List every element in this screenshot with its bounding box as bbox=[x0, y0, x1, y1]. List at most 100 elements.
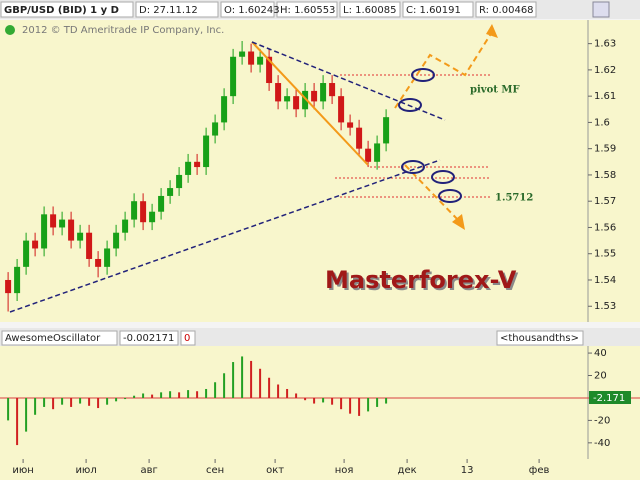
x-tick-label: сен bbox=[206, 465, 224, 476]
watermark-shadow: Masterforex-V bbox=[327, 268, 519, 296]
candle-body bbox=[104, 248, 111, 267]
candle-body bbox=[212, 122, 219, 136]
y-tick-label: -40 bbox=[594, 438, 610, 449]
header-box bbox=[276, 1, 338, 18]
marker-ellipse bbox=[401, 160, 425, 174]
y-tick-label: 1.58 bbox=[594, 170, 616, 181]
last-value-box bbox=[589, 391, 631, 404]
header-high: H: 1.60553 bbox=[280, 5, 335, 16]
y-tick-label: -20 bbox=[594, 415, 610, 426]
y-tick-label: 1.6 bbox=[594, 117, 610, 128]
candle-body bbox=[221, 96, 228, 123]
x-tick-label: фев bbox=[529, 465, 550, 476]
candle-body bbox=[140, 201, 147, 223]
header-box bbox=[119, 330, 179, 346]
candle-body bbox=[149, 211, 156, 223]
x-tick-label: дек bbox=[398, 465, 417, 476]
marker-ellipse bbox=[431, 170, 455, 184]
header-date: D: 27.11.12 bbox=[139, 5, 198, 16]
oscillator-name: AwesomeOscillator bbox=[5, 333, 101, 344]
y-tick-label: 1.59 bbox=[594, 144, 616, 155]
price-panel bbox=[0, 20, 640, 322]
trend-line bbox=[251, 41, 369, 166]
candle-body bbox=[77, 232, 84, 241]
header-range: R: 0.00468 bbox=[479, 5, 534, 16]
header-box bbox=[220, 1, 275, 18]
candle-body bbox=[131, 201, 138, 220]
x-axis-area bbox=[0, 459, 640, 480]
candle-body bbox=[59, 219, 66, 228]
candle-body bbox=[320, 83, 327, 102]
last-value-label: -2.171 bbox=[593, 393, 625, 404]
forecast-arrow bbox=[394, 31, 493, 109]
marker-ellipse bbox=[411, 68, 435, 82]
candle-body bbox=[329, 83, 336, 97]
candle-body bbox=[293, 96, 300, 110]
y-tick-label: 1.57 bbox=[594, 196, 616, 207]
oscillator-param: 0 bbox=[184, 333, 190, 344]
watermark: Masterforex-V bbox=[325, 266, 517, 294]
x-tick-label: июл bbox=[75, 465, 96, 476]
candle-body bbox=[365, 148, 372, 162]
candle-body bbox=[113, 232, 120, 249]
header-box bbox=[135, 1, 219, 18]
y-tick-label: 1.55 bbox=[594, 249, 616, 260]
symbol: GBP/USD (BID) 1 y D bbox=[4, 5, 119, 16]
candle-body bbox=[356, 127, 363, 149]
x-tick-label: ноя bbox=[335, 465, 354, 476]
candle-body bbox=[5, 279, 12, 294]
header-box bbox=[339, 1, 401, 18]
candle-body bbox=[383, 117, 390, 144]
y-tick-label: 1.62 bbox=[594, 65, 616, 76]
candle-body bbox=[374, 143, 381, 162]
x-tick-label: авг bbox=[140, 465, 157, 476]
candle-body bbox=[95, 258, 102, 267]
candle-body bbox=[41, 214, 48, 249]
marker-ellipse bbox=[438, 189, 462, 203]
header-box bbox=[180, 330, 196, 346]
trend-line bbox=[9, 159, 441, 313]
header-low: L: 1.60085 bbox=[343, 5, 396, 16]
header-box bbox=[475, 1, 537, 18]
trend-line bbox=[251, 41, 446, 121]
x-tick-label: 13 bbox=[461, 465, 474, 476]
x-tick-label: окт bbox=[266, 465, 284, 476]
y-tick-label: 1.54 bbox=[594, 275, 616, 286]
header-close: C: 1.60191 bbox=[406, 5, 461, 16]
oscillator-value: -0.002171 bbox=[123, 333, 174, 344]
candle-body bbox=[266, 56, 273, 84]
y-tick-label: 1.53 bbox=[594, 301, 616, 312]
x-axis: июн июл авг сен окт ноя дек 13 фев bbox=[12, 459, 549, 476]
arrow-head bbox=[452, 214, 465, 230]
oscillator-layer: -40 -20 20 40 bbox=[0, 348, 640, 449]
candle-body bbox=[23, 240, 30, 267]
candle-body bbox=[248, 51, 255, 65]
header-box bbox=[496, 330, 584, 346]
info-icon[interactable] bbox=[5, 25, 15, 35]
candle-body bbox=[203, 135, 210, 168]
candle-body bbox=[86, 232, 93, 259]
candle-body bbox=[50, 214, 57, 228]
pivot-label: pivot MF bbox=[470, 85, 520, 96]
candle-body bbox=[302, 90, 309, 110]
candle-body bbox=[239, 51, 246, 57]
candle-body bbox=[185, 161, 192, 175]
candle-body bbox=[230, 56, 237, 97]
marker-ellipse bbox=[398, 98, 422, 112]
candle-body bbox=[68, 219, 75, 241]
y-tick-label: 1.63 bbox=[594, 39, 616, 50]
header-box bbox=[1, 330, 118, 346]
candle-body bbox=[257, 56, 264, 65]
header-box bbox=[402, 1, 474, 18]
price-layer: 1.53 1.54 1.55 1.56 1.57 1.58 1.59 1.6 1.61 1.62 1… bbox=[5, 39, 616, 312]
forecast-arrow bbox=[404, 164, 461, 223]
candle-body bbox=[284, 96, 291, 102]
oscillator-panel bbox=[0, 346, 640, 459]
header-open: O: 1.60243 bbox=[224, 5, 280, 16]
candle-body bbox=[311, 90, 318, 102]
settings-button[interactable] bbox=[592, 1, 610, 18]
candle-body bbox=[275, 83, 282, 102]
copyright: 2012 © TD Ameritrade IP Company, Inc. bbox=[22, 25, 224, 36]
candle-body bbox=[32, 240, 39, 249]
